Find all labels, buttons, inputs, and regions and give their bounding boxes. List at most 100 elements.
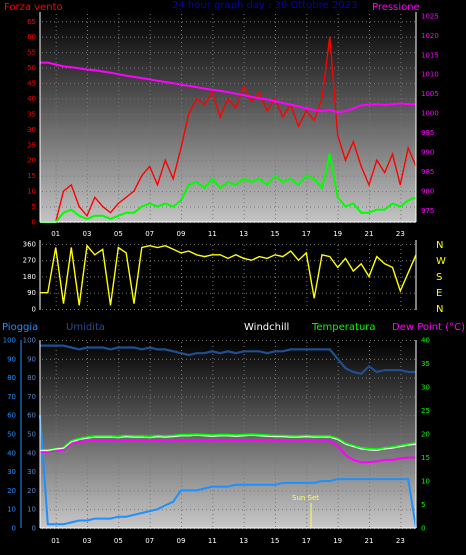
grid-dot xyxy=(266,144,267,146)
grid-dot xyxy=(322,452,323,454)
grid-dot xyxy=(118,394,120,395)
grid-dot xyxy=(382,206,383,208)
hour-tick-label: 11 xyxy=(208,230,217,238)
grid-dot xyxy=(142,490,143,492)
grid-dot xyxy=(118,18,120,19)
grid-dot xyxy=(194,160,195,162)
grid-dot xyxy=(149,142,151,143)
grid-dot xyxy=(242,452,243,454)
grid-dot xyxy=(414,129,415,131)
grid-dot xyxy=(402,129,403,131)
grid-dot xyxy=(212,301,214,302)
grid-dot xyxy=(275,273,276,274)
grid-dot xyxy=(122,160,123,162)
grid-dot xyxy=(350,67,351,69)
grid-dot xyxy=(322,490,323,492)
grid-dot xyxy=(181,450,182,451)
grid-dot xyxy=(118,471,119,473)
grid-dot xyxy=(162,434,163,435)
grid-dot xyxy=(275,150,276,151)
grid-dot xyxy=(134,340,135,341)
grid-dot xyxy=(106,175,107,177)
grid-dot xyxy=(149,70,151,71)
grid-dot xyxy=(82,113,83,115)
grid-dot xyxy=(386,340,387,341)
grid-dot xyxy=(410,144,411,146)
grid-dot xyxy=(202,415,203,417)
grid-dot xyxy=(114,83,115,85)
grid-dot xyxy=(306,70,308,71)
grid-dot xyxy=(310,243,311,245)
pressure-y-tick-label: 1000 xyxy=(421,110,439,118)
grid-dot xyxy=(262,490,263,492)
grid-dot xyxy=(298,415,299,417)
grid-dot xyxy=(74,452,75,454)
grid-dot xyxy=(334,191,335,193)
grid-dot xyxy=(54,415,55,417)
grid-dot xyxy=(126,292,127,294)
grid-dot xyxy=(181,142,182,143)
grid-dot xyxy=(306,243,307,245)
grid-dot xyxy=(400,130,402,131)
grid-dot xyxy=(166,191,167,193)
grid-dot xyxy=(274,260,275,262)
grid-dot xyxy=(346,98,347,100)
grid-dot xyxy=(230,509,231,511)
grid-dot xyxy=(278,83,279,85)
grid-dot xyxy=(342,415,343,417)
grid-dot xyxy=(326,129,327,131)
grid-dot xyxy=(170,98,171,100)
grid-dot xyxy=(275,261,276,262)
grid-dot xyxy=(369,198,370,199)
grid-dot xyxy=(306,269,308,270)
grid-dot xyxy=(275,366,276,367)
grid-dot xyxy=(50,358,51,360)
grid-dot xyxy=(46,175,47,177)
grid-dot xyxy=(198,340,199,341)
grid-dot xyxy=(186,276,187,278)
grid-dot xyxy=(334,377,335,379)
grid-dot xyxy=(86,160,87,162)
grid-dot xyxy=(118,170,120,171)
grid-dot xyxy=(334,21,335,23)
grid-dot xyxy=(106,21,107,23)
grid-dot xyxy=(114,144,115,146)
grid-dot xyxy=(222,276,223,278)
grid-dot xyxy=(310,98,311,100)
grid-dot xyxy=(243,170,245,171)
grid-dot xyxy=(66,191,67,193)
grid-dot xyxy=(394,396,395,398)
grid-dot xyxy=(118,382,120,383)
grid-dot xyxy=(410,36,411,38)
grid-dot xyxy=(212,297,214,298)
grid-dot xyxy=(118,438,120,439)
grid-dot xyxy=(337,22,339,23)
grid-dot xyxy=(369,470,370,471)
grid-dot xyxy=(366,415,367,417)
grid-dot xyxy=(181,366,182,367)
grid-dot xyxy=(102,243,103,245)
grid-dot xyxy=(258,396,259,398)
pressure-y-tick-label: 1025 xyxy=(421,12,439,20)
grid-dot xyxy=(181,514,182,515)
grid-dot xyxy=(62,113,63,115)
grid-dot xyxy=(87,502,88,503)
grid-dot xyxy=(346,396,347,398)
grid-dot xyxy=(149,466,151,467)
grid-dot xyxy=(106,98,107,100)
grid-dot xyxy=(306,502,308,503)
wind-direction-line xyxy=(40,244,417,306)
grid-dot xyxy=(70,175,71,177)
grid-dot xyxy=(154,309,155,310)
grid-dot xyxy=(118,526,120,527)
grid-dot xyxy=(149,289,151,290)
grid-dot xyxy=(118,194,120,195)
grid-dot xyxy=(337,166,339,167)
grid-dot xyxy=(138,144,139,146)
grid-dot xyxy=(55,506,57,507)
grid-dot xyxy=(181,214,182,215)
grid-dot xyxy=(118,174,120,175)
grid-dot xyxy=(42,21,43,23)
grid-dot xyxy=(243,26,245,27)
